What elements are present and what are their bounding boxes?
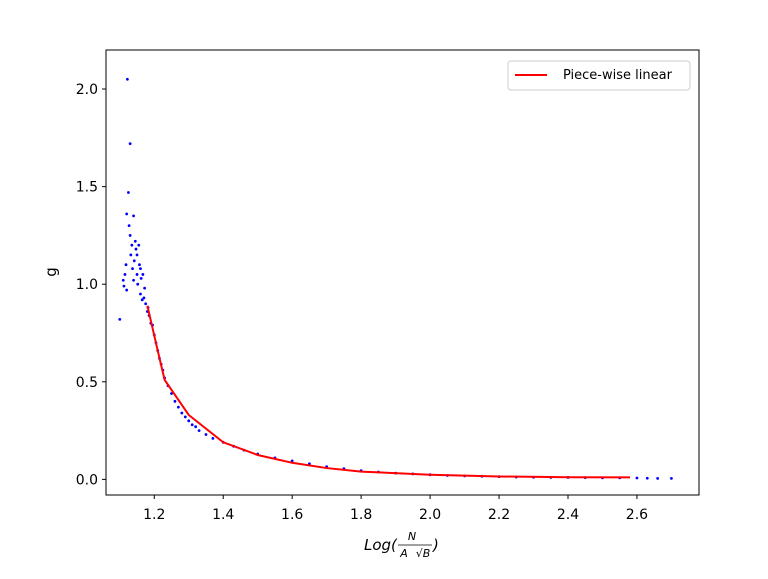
scatter-point	[122, 284, 126, 288]
x-tick-label: 2.6	[626, 507, 648, 523]
scatter-point	[141, 273, 145, 276]
scatter-point	[131, 267, 134, 270]
x-tick-label: 1.8	[350, 507, 372, 523]
scatter-point	[173, 399, 177, 403]
x-axis-label-numerator: N	[408, 530, 416, 543]
scatter-point	[670, 477, 673, 480]
scatter-point	[128, 142, 132, 146]
y-tick-label: 0.0	[76, 472, 98, 488]
piecewise-linear-line	[146, 305, 631, 479]
scatter-point	[177, 405, 180, 409]
scatter-point	[124, 263, 128, 267]
scatter-point	[132, 259, 136, 263]
x-tick-label: 1.4	[212, 507, 234, 523]
line-series	[146, 305, 631, 479]
scatter-point	[125, 288, 129, 292]
scatter-point	[136, 282, 140, 286]
scatter-point	[656, 477, 660, 480]
legend-box	[507, 60, 691, 91]
plot-frame	[105, 49, 700, 496]
scatter-point	[121, 278, 125, 282]
y-axis: 0.0 0.5 1.0 1.5 2.0	[76, 82, 106, 488]
scatter-point	[290, 459, 294, 463]
scatter-point	[128, 234, 132, 237]
scatter-point	[130, 243, 134, 247]
scatter-point	[127, 191, 130, 194]
x-tick-label: 2.0	[419, 507, 441, 523]
scatter-point	[137, 243, 141, 247]
scatter-point	[125, 212, 129, 216]
x-tick-label: 2.4	[557, 507, 579, 523]
y-axis-label: g	[42, 267, 60, 277]
scatter-point	[138, 263, 141, 267]
y-tick-label: 1.0	[76, 277, 98, 293]
legend: Piece-wise linear	[507, 60, 691, 91]
scatter-point	[134, 247, 138, 251]
x-axis: 1.2 1.4 1.6 1.8 2.0 2.2 2.4 2.6	[143, 495, 648, 523]
y-tick-label: 1.5	[76, 180, 98, 196]
scatter-point	[132, 278, 135, 282]
scatter-point	[204, 433, 208, 436]
scatter-point	[133, 239, 137, 243]
legend-label: Piece-wise linear	[563, 68, 673, 83]
scatter-point	[645, 476, 649, 480]
scatter-point	[139, 267, 142, 270]
x-axis-label-suffix: )	[432, 536, 439, 554]
x-axis-label: Log( N A √B )	[364, 530, 439, 560]
scatter-point	[129, 253, 133, 257]
x-axis-label-prefix: Log(	[364, 536, 398, 554]
scatter-point	[125, 77, 129, 81]
scatter-point	[140, 298, 144, 302]
scatter-point	[135, 253, 139, 257]
x-axis-label-denominator-a: A	[399, 547, 408, 560]
y-tick-label: 0.5	[76, 375, 98, 391]
scatter-point	[194, 425, 198, 429]
scatter-point	[143, 286, 147, 290]
scatter-point	[197, 429, 201, 432]
x-axis-label-denominator-b: √B	[416, 547, 431, 560]
scatter-point	[170, 392, 173, 395]
scatter-point	[123, 273, 127, 276]
scatter-point	[142, 296, 146, 300]
scatter-point	[127, 224, 131, 228]
scatter-point	[135, 273, 139, 276]
scatter-point	[190, 423, 194, 427]
scatter-point	[180, 411, 184, 415]
scatter-point	[139, 276, 143, 280]
scatter-point	[144, 302, 148, 306]
x-tick-label: 1.6	[281, 507, 303, 523]
scatter-point	[132, 214, 135, 218]
scatter-point	[187, 419, 191, 423]
scatter-point	[635, 476, 639, 480]
x-tick-label: 1.2	[143, 507, 165, 523]
x-tick-label: 2.2	[488, 507, 510, 523]
scatter-point	[211, 436, 215, 440]
scatter-point	[118, 317, 122, 321]
scatter-point	[139, 292, 142, 296]
scatter-point	[183, 415, 187, 419]
y-tick-label: 2.0	[76, 82, 98, 98]
